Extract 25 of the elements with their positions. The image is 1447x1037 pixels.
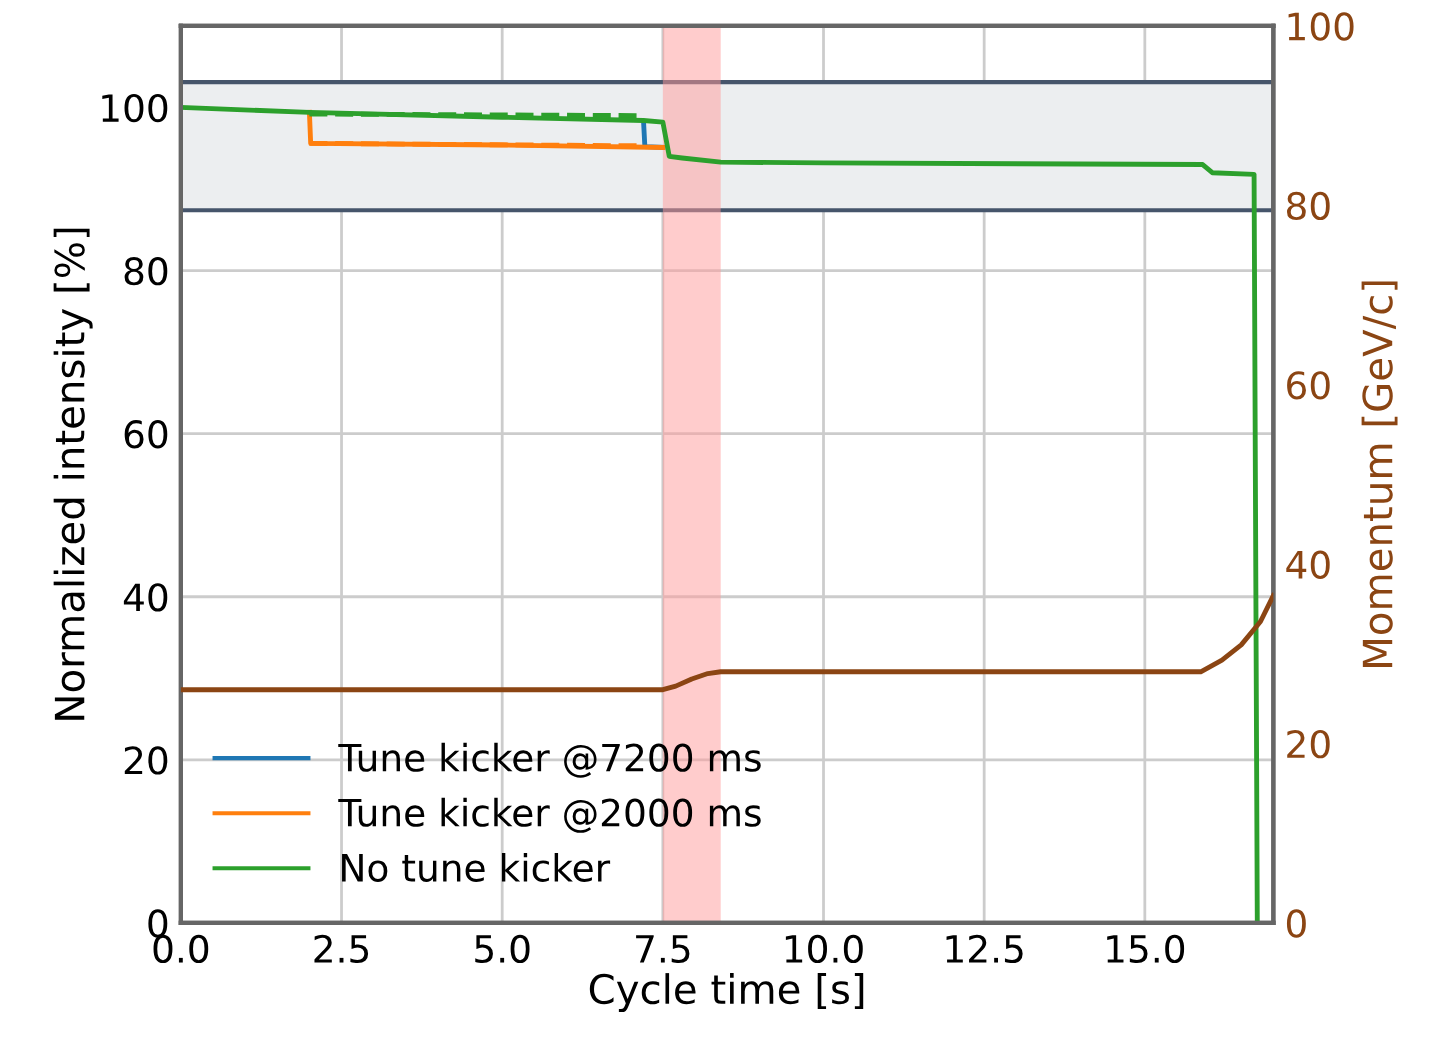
y-tick-label: 80 (124, 256, 168, 286)
y-tick-label: 40 (123, 583, 168, 612)
y2-tick-label: 0 (1286, 909, 1306, 938)
y2-tick-label: 100 (1288, 12, 1354, 41)
line-series (180, 593, 1274, 693)
x-tick-label: 5.0 (475, 934, 530, 964)
x-tick-label: 12.5 (946, 934, 1023, 964)
y-tick-label: 20 (124, 746, 168, 775)
y2-tick-label: 60 (1287, 371, 1330, 400)
y2-tick-label: 20 (1287, 729, 1330, 759)
y-tick-label: 60 (124, 420, 168, 449)
x-tick-label: 7.5 (636, 935, 690, 964)
legend-label: No tune kicker (342, 852, 611, 882)
legend-label: Tune kicker @2000 ms (338, 797, 761, 833)
y2-axis-title: Momentum [GeV/c] (1361, 281, 1398, 667)
x-tick-label: 15.0 (1107, 934, 1185, 964)
y-axis-title: Normalized intensity [%] (53, 228, 93, 720)
legend-label: Tune kicker @7200 ms (338, 742, 761, 778)
x-axis-title: Cycle time [s] (589, 973, 864, 1013)
y2-tick-label: 40 (1286, 550, 1330, 579)
y-tick-label: 100 (102, 93, 168, 123)
y2-tick-label: 80 (1287, 191, 1330, 221)
line-series (180, 105, 1260, 923)
x-tick-label: 2.5 (314, 934, 369, 964)
x-tick-label: 10.0 (785, 934, 863, 964)
